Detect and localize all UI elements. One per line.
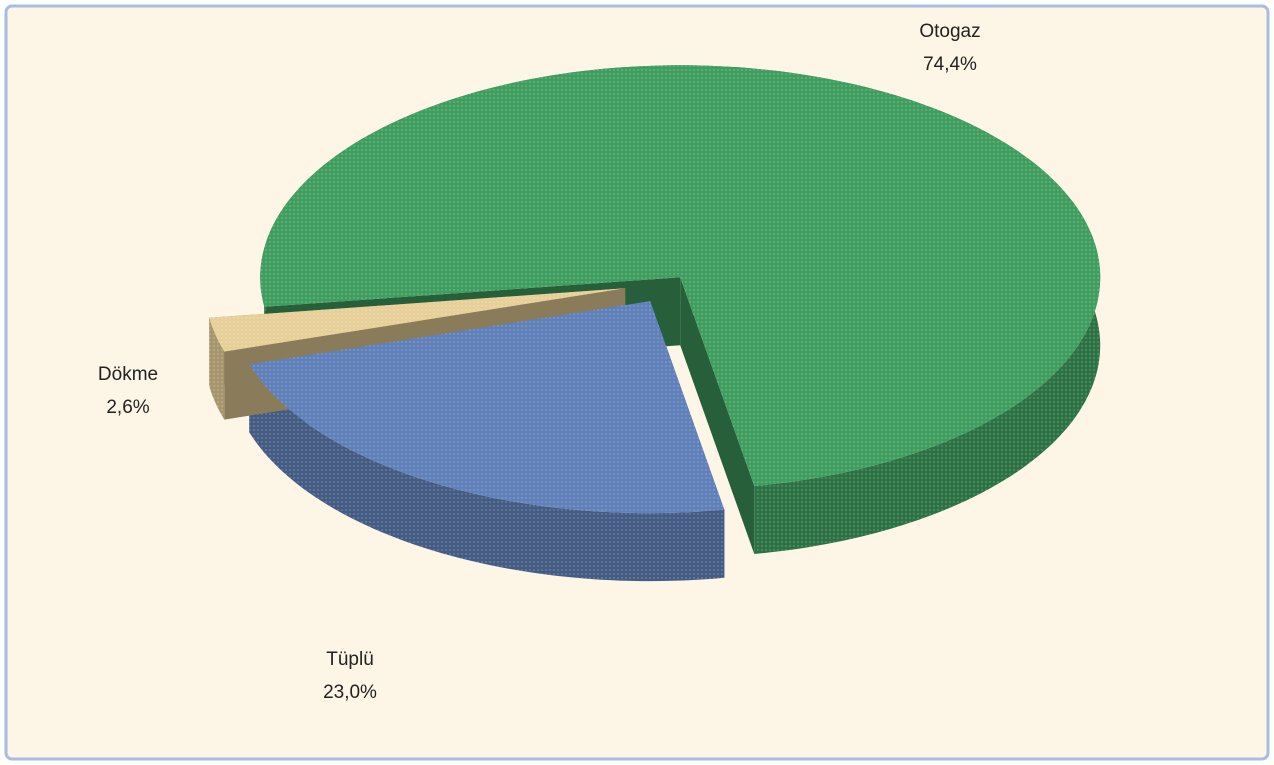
slice-texture bbox=[249, 301, 725, 514]
slice-side bbox=[680, 277, 755, 554]
slice-value-label: 2,6% bbox=[106, 397, 149, 418]
slice-texture bbox=[260, 65, 1101, 487]
slice-value-label: 23,0% bbox=[323, 682, 377, 703]
slice-label: Tüplü bbox=[326, 649, 374, 670]
slice-wall-texture bbox=[249, 364, 725, 582]
slice-wall-texture bbox=[209, 317, 225, 420]
slice-texture bbox=[209, 288, 626, 352]
slice-label: Otogaz bbox=[919, 21, 980, 42]
slice-value-label: 74,4% bbox=[923, 54, 977, 75]
slice-label: Dökme bbox=[98, 364, 158, 385]
